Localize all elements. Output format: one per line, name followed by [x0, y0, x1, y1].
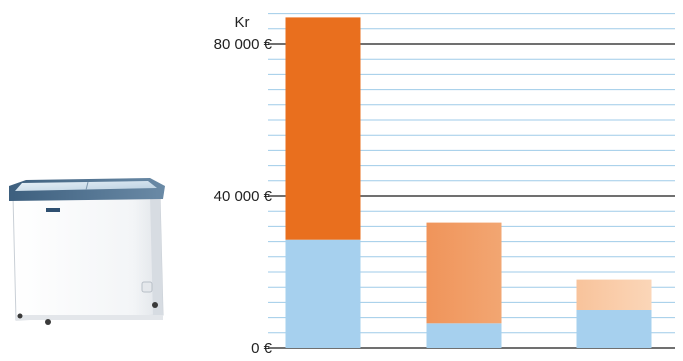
- y-tick-label: 80 000 €: [214, 36, 273, 53]
- bar-segment-base-1: [285, 239, 361, 348]
- y-axis-ticks: 0 € 40 000 € 80 000 €: [214, 36, 273, 357]
- bar-segment-base-2: [426, 323, 502, 348]
- bar-segment-top-1: [285, 17, 361, 240]
- y-tick-label: 40 000 €: [214, 188, 273, 205]
- y-axis-unit-label: Kr: [235, 14, 250, 31]
- bar-segment-base-3: [576, 310, 652, 348]
- bar-segment-top-2: [426, 222, 502, 324]
- bars: [285, 17, 652, 348]
- chest-freezer-icon: [9, 178, 165, 325]
- bar-segment-top-3: [576, 279, 652, 310]
- y-tick-label: 0 €: [251, 340, 273, 357]
